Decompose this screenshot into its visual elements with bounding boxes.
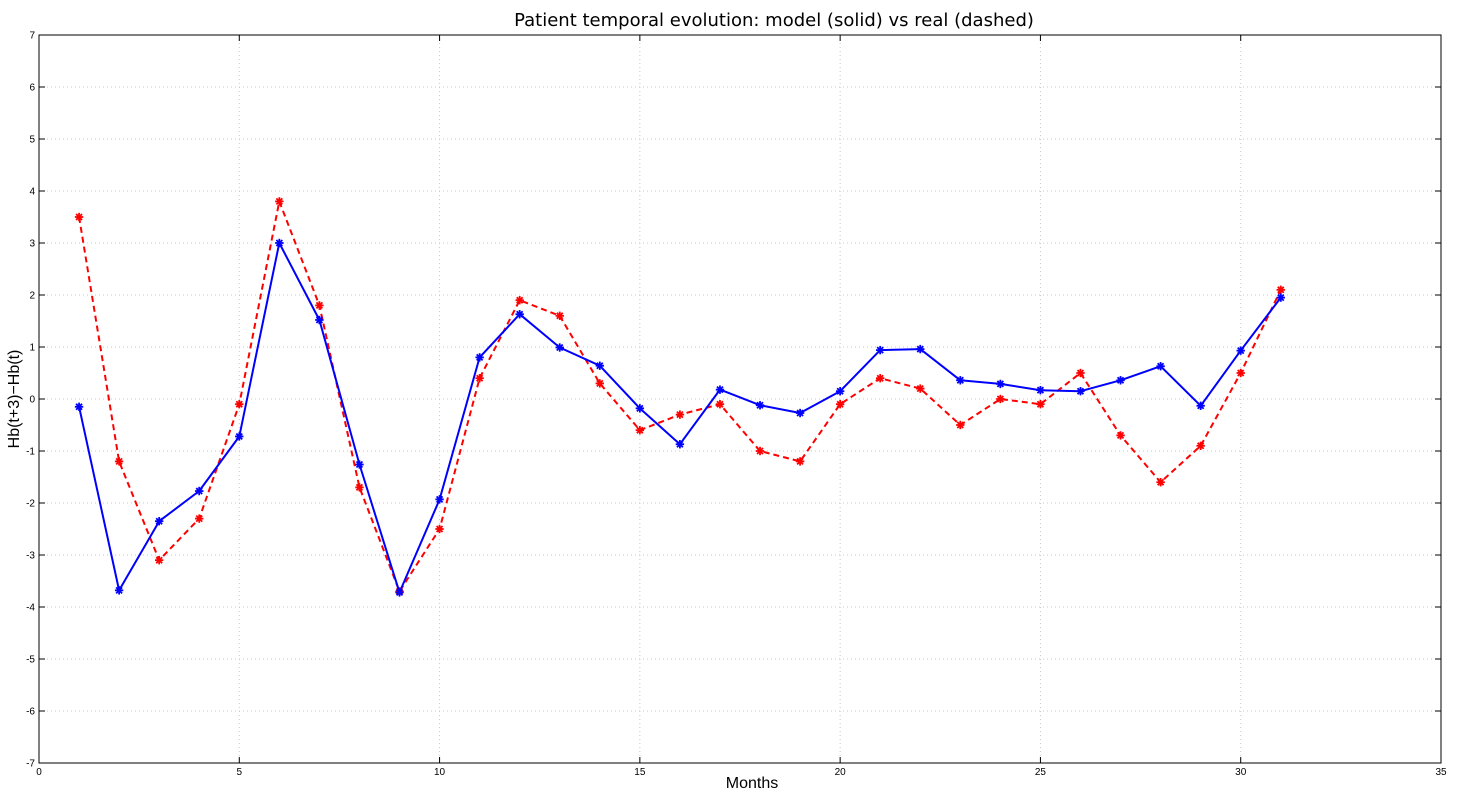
data-point	[795, 457, 805, 466]
data-point	[275, 197, 284, 206]
data-point	[275, 238, 284, 248]
data-point	[315, 301, 324, 310]
data-point	[315, 315, 324, 325]
data-point	[235, 400, 244, 409]
data-point	[715, 400, 725, 409]
data-point	[1156, 478, 1165, 487]
y-tick-label: -3	[26, 551, 35, 562]
data-point	[1236, 346, 1245, 355]
chart-title: Patient temporal evolution: model (solid…	[514, 10, 1034, 31]
data-point	[1036, 400, 1045, 409]
y-tick-label: -2	[26, 499, 35, 510]
series-1	[74, 238, 1285, 597]
data-point	[675, 440, 685, 449]
data-point	[1116, 431, 1125, 440]
data-point	[355, 460, 364, 469]
y-tick-label: 4	[29, 187, 35, 198]
data-point	[595, 379, 604, 388]
data-point	[1236, 368, 1245, 378]
data-point	[555, 343, 564, 352]
data-point	[795, 408, 805, 418]
x-tick-label: 5	[237, 767, 243, 778]
data-point	[916, 384, 925, 393]
plot-frame	[38, 34, 1442, 764]
x-tick-label: 35	[1435, 767, 1447, 778]
series-2	[74, 197, 1285, 596]
data-point	[1196, 441, 1205, 450]
data-point	[154, 556, 164, 565]
y-tick-label: -7	[26, 759, 35, 770]
data-point	[1276, 293, 1285, 302]
data-point	[1116, 376, 1125, 385]
data-point	[154, 517, 164, 526]
y-tick-label: 3	[29, 239, 35, 250]
y-axis-label: Hb(t+3)−Hb(t)	[6, 350, 23, 449]
data-point	[435, 495, 444, 504]
x-tick-label: 25	[1035, 767, 1047, 778]
x-tick-label: 10	[434, 767, 446, 778]
data-point	[1156, 362, 1165, 371]
y-tick-label: -5	[26, 655, 35, 666]
data-point	[755, 401, 765, 410]
data-point	[515, 296, 524, 305]
data-point	[195, 514, 204, 523]
data-point	[595, 361, 604, 370]
data-point	[355, 483, 364, 492]
data-point	[835, 400, 845, 409]
y-tick-label: 2	[29, 291, 35, 302]
data-point	[1276, 285, 1285, 294]
grid	[39, 35, 1441, 763]
y-tick-label: 1	[29, 343, 35, 354]
series-line	[78, 200, 1282, 593]
data-point	[876, 374, 885, 383]
data-point	[1076, 387, 1085, 396]
y-tick-label: -1	[26, 447, 35, 458]
data-point	[635, 426, 645, 435]
data-point	[1036, 385, 1045, 395]
data-point	[74, 402, 84, 411]
data-point	[1196, 401, 1205, 410]
x-tick-label: 30	[1235, 767, 1247, 778]
data-point	[435, 524, 444, 534]
data-point	[515, 310, 524, 319]
data-point	[1076, 368, 1085, 378]
y-tick-label: 5	[29, 135, 35, 146]
data-point	[956, 376, 965, 385]
data-point	[555, 311, 564, 320]
data-point	[715, 385, 725, 394]
data-point	[835, 387, 845, 396]
y-tick-label: 7	[29, 31, 35, 42]
y-tick-label: -6	[26, 707, 35, 718]
data-point	[395, 588, 404, 597]
data-point	[114, 457, 124, 466]
data-point	[675, 410, 685, 419]
data-point	[996, 394, 1005, 404]
data-point	[996, 379, 1005, 389]
x-tick-label: 15	[634, 767, 646, 778]
data-point	[916, 344, 925, 354]
x-tick-label: 0	[36, 767, 42, 778]
x-axis-label: Months	[726, 775, 778, 788]
data-point	[956, 420, 965, 430]
data-point	[876, 345, 885, 355]
data-point	[235, 432, 244, 441]
data-point	[195, 486, 204, 496]
data-point	[475, 353, 484, 362]
series-layer	[74, 197, 1285, 597]
data-point	[74, 212, 84, 222]
y-tick-label: 6	[29, 83, 35, 94]
data-point	[114, 586, 124, 595]
y-tick-label: -4	[26, 603, 35, 614]
data-point	[475, 374, 484, 383]
x-tick-label: 20	[835, 767, 847, 778]
y-tick-label: 0	[29, 395, 35, 406]
data-point	[755, 446, 765, 456]
data-point	[635, 404, 645, 413]
